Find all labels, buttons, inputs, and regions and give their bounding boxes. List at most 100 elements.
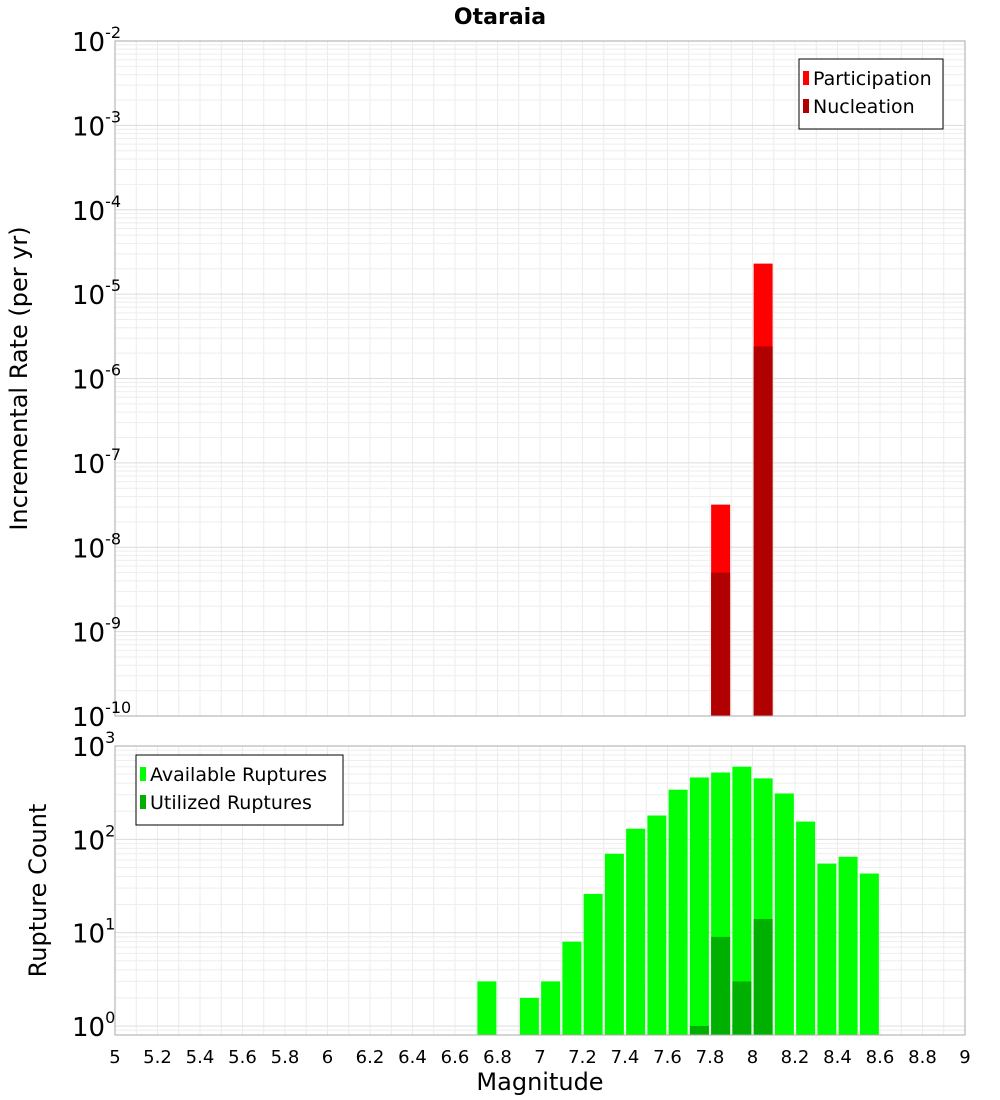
count-plot-frame [114, 745, 966, 1036]
bar-utilized-ruptures [732, 981, 752, 1035]
y-tick-label: 10-10 [72, 698, 131, 733]
x-tick-label: 9 [959, 1047, 970, 1068]
y-tick-base: 10 [72, 534, 105, 564]
x-tick-label: 6.2 [356, 1047, 385, 1068]
bar-available-ruptures [519, 997, 539, 1035]
x-tick-label: 6 [322, 1047, 333, 1068]
y-tick-exponent: -6 [105, 361, 121, 380]
bar-utilized-ruptures [711, 936, 731, 1035]
legend-label: Participation [813, 68, 932, 90]
x-tick-label: 5.4 [186, 1047, 215, 1068]
y-tick-base: 10 [72, 450, 105, 480]
x-tick-label: 6.6 [441, 1047, 470, 1068]
bar-available-ruptures [668, 789, 688, 1035]
bar-available-ruptures [774, 793, 794, 1035]
bar-available-ruptures [541, 981, 561, 1035]
bar-nucleation [711, 572, 731, 716]
x-tick-label: 5.6 [228, 1047, 257, 1068]
rate-plot-bars [711, 263, 773, 716]
y-tick-base: 10 [72, 619, 105, 649]
bar-utilized-ruptures [753, 919, 773, 1035]
x-tick-label: 6.8 [483, 1047, 512, 1068]
y-tick-exponent: -9 [105, 614, 121, 633]
x-axis-label: Magnitude [476, 1068, 603, 1096]
bar-available-ruptures [647, 815, 667, 1035]
y-tick-label: 100 [72, 1008, 115, 1043]
y-tick-base: 10 [72, 733, 105, 763]
y-tick-label: 10-3 [72, 107, 121, 142]
legend-swatch [803, 99, 809, 113]
y-tick-base: 10 [72, 112, 105, 142]
rate-plot-grid [114, 40, 966, 717]
bar-available-ruptures [604, 853, 624, 1035]
bar-available-ruptures [817, 863, 837, 1035]
y-tick-exponent: -5 [105, 276, 121, 295]
bar-available-ruptures [626, 828, 646, 1035]
y-tick-exponent: 3 [105, 728, 115, 747]
y-tick-base: 10 [72, 1013, 105, 1043]
bar-nucleation [753, 346, 773, 716]
y-tick-exponent: -10 [105, 698, 131, 717]
legend-label: Available Ruptures [150, 764, 327, 786]
bar-utilized-ruptures [689, 1025, 709, 1035]
legend-swatch [803, 71, 809, 85]
y-tick-exponent: 1 [105, 915, 115, 934]
bar-available-ruptures [732, 766, 752, 1035]
y-tick-exponent: -4 [105, 192, 121, 211]
x-tick-label: 8.2 [781, 1047, 810, 1068]
bar-available-ruptures [796, 821, 816, 1035]
y-tick-base: 10 [72, 920, 105, 950]
y-tick-exponent: 2 [105, 821, 115, 840]
rate-y-axis-label: Incremental Rate (per yr) [5, 226, 33, 530]
y-tick-base: 10 [72, 281, 105, 311]
bar-available-ruptures [477, 981, 497, 1035]
legend-swatch [140, 795, 146, 809]
y-tick-exponent: -7 [105, 445, 121, 464]
x-tick-label: 5.2 [143, 1047, 172, 1068]
y-tick-label: 10-9 [72, 614, 121, 649]
chart-title: Otaraia [454, 5, 546, 30]
y-tick-label: 102 [72, 821, 115, 856]
y-tick-label: 10-5 [72, 276, 121, 311]
x-tick-label: 7 [534, 1047, 545, 1068]
y-tick-exponent: -8 [105, 529, 121, 548]
y-tick-exponent: -2 [105, 23, 121, 42]
x-tick-label: 8.4 [823, 1047, 852, 1068]
legend-box [798, 58, 944, 130]
y-tick-exponent: -3 [105, 107, 121, 126]
rate-legend: Participation Nucleation [798, 58, 944, 130]
y-tick-label: 10-2 [72, 23, 121, 58]
x-tick-label: 8.6 [866, 1047, 895, 1068]
x-tick-label: 5.8 [271, 1047, 300, 1068]
y-tick-label: 10-8 [72, 529, 121, 564]
y-tick-label: 101 [72, 915, 115, 950]
x-tick-label: 6.4 [398, 1047, 427, 1068]
x-tick-label: 7.6 [653, 1047, 682, 1068]
y-tick-base: 10 [72, 826, 105, 856]
x-tick-label: 8.8 [908, 1047, 937, 1068]
x-tick-label: 7.8 [696, 1047, 725, 1068]
y-tick-label: 103 [72, 728, 115, 763]
x-tick-label: 7.2 [568, 1047, 597, 1068]
bar-available-ruptures [838, 856, 858, 1035]
y-tick-base: 10 [72, 28, 105, 58]
x-ticks: 5 5.2 5.4 5.6 5.8 6 6.2 6.4 6.6 6.8 7 7.2 7.4 7.6 7.8 8… [109, 1047, 970, 1068]
y-tick-label: 10-6 [72, 361, 121, 396]
x-tick-label: 5 [109, 1047, 120, 1068]
y-tick-exponent: 0 [105, 1008, 115, 1027]
x-tick-label: 7.4 [611, 1047, 640, 1068]
rate-plot-frame [114, 40, 966, 717]
y-tick-base: 10 [72, 703, 105, 733]
legend-label: Utilized Ruptures [150, 792, 312, 814]
y-tick-base: 10 [72, 366, 105, 396]
legend-label: Nucleation [813, 96, 915, 118]
count-plot-bars [477, 766, 879, 1035]
bar-available-ruptures [689, 777, 709, 1035]
x-tick-label: 8 [747, 1047, 758, 1068]
y-tick-base: 10 [72, 197, 105, 227]
